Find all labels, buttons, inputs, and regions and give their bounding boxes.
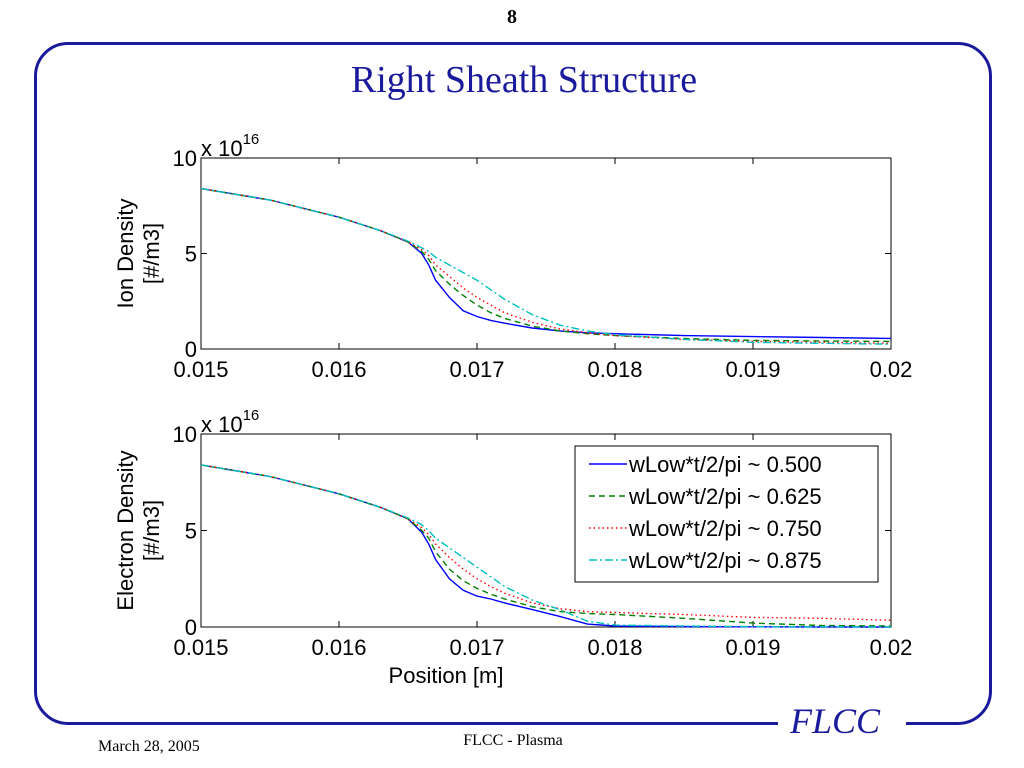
chart-panel-1: 0.015 0.016 0.017 0.018 0.019 0.02 0 5 10 x 1016 I… <box>113 131 912 382</box>
x-tick-label: 0.018 <box>587 357 642 382</box>
x-tick-label: 0.017 <box>449 357 504 382</box>
chart-panel-2: 0.015 0.016 0.017 0.018 0.019 0.02 0 5 10 x 1016 E… <box>113 407 912 688</box>
x-tick-label: 0.016 <box>311 635 366 660</box>
y-tick-label: 10 <box>173 422 197 447</box>
slide-frame <box>34 42 992 725</box>
x-tick-label: 0.02 <box>870 635 913 660</box>
x-tick-label: 0.019 <box>725 357 780 382</box>
y-tick-label: 5 <box>185 519 197 544</box>
flcc-logo: FLCC <box>790 701 881 741</box>
legend-label: wLow*t/2/pi ~ 0.625 <box>628 484 822 509</box>
y-tick-label: 0 <box>185 615 197 640</box>
x-tick-label: 0.017 <box>449 635 504 660</box>
x-axis-label: Position [m] <box>389 663 504 688</box>
series-line-4 <box>200 464 892 628</box>
x-tick-label: 0.02 <box>870 357 913 382</box>
plot-area <box>200 157 892 350</box>
y-tick-label: 10 <box>173 146 197 171</box>
slide-title: Right Sheath Structure <box>350 59 698 101</box>
y-tick-label: 0 <box>185 337 197 362</box>
footer-date: March 28, 2005 <box>98 738 200 755</box>
y-axis-label: Ion Density[#/m3] <box>113 198 164 308</box>
x-tick-label: 0.019 <box>725 635 780 660</box>
legend-label: wLow*t/2/pi ~ 0.500 <box>628 452 822 477</box>
x-tick-label: 0.015 <box>173 635 228 660</box>
legend-label: wLow*t/2/pi ~ 0.875 <box>628 548 822 573</box>
series-line-4 <box>200 187 892 345</box>
logo-backdrop <box>778 712 906 742</box>
x-tick-label: 0.015 <box>173 357 228 382</box>
footer-center: FLCC - Plasma <box>463 732 563 749</box>
page-number: 8 <box>507 6 517 28</box>
x-tick-label: 0.016 <box>311 357 366 382</box>
x-tick-label: 0.018 <box>587 635 642 660</box>
legend-label: wLow*t/2/pi ~ 0.750 <box>628 516 822 541</box>
y-tick-label: 5 <box>185 242 197 267</box>
y-axis-label: Electron Density[#/m3] <box>113 450 164 610</box>
axis-multiplier: x 1016 <box>201 407 259 437</box>
axis-multiplier: x 1016 <box>201 131 259 161</box>
